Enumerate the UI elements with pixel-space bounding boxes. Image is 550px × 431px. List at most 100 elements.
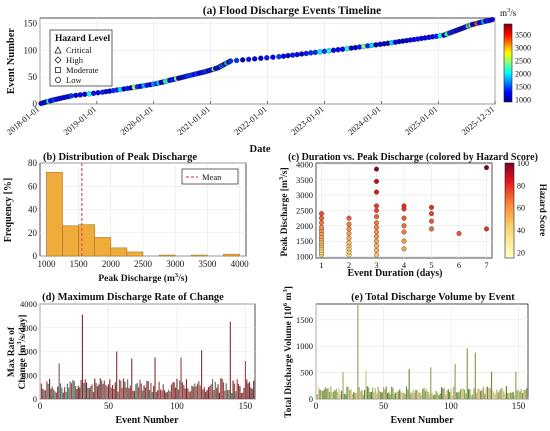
data-point	[240, 57, 246, 63]
bar	[343, 393, 345, 399]
bar	[220, 378, 222, 399]
bar	[229, 321, 231, 399]
bar	[508, 392, 510, 399]
bar	[405, 386, 408, 399]
bar	[505, 386, 507, 399]
legend-entry-moderate: Moderate	[66, 65, 99, 75]
data-point	[401, 203, 407, 209]
panel-c-xlabel: Event Duration (days)	[347, 268, 442, 279]
data-point	[401, 229, 407, 235]
bar	[507, 392, 509, 399]
histogram-bar	[191, 254, 208, 257]
bar	[184, 388, 186, 399]
x-tick-label: 2020-01-01	[118, 104, 155, 137]
data-point	[429, 218, 435, 224]
data-point	[456, 230, 462, 236]
data-point	[374, 207, 380, 213]
data-point	[280, 53, 287, 59]
panel-b: (b) Distribution of Peak Discharge 0 20 40…	[3, 152, 249, 284]
bar	[180, 357, 182, 399]
bar	[96, 386, 99, 399]
bar	[369, 392, 371, 399]
bar	[334, 390, 336, 399]
data-point	[401, 238, 407, 244]
bar	[162, 384, 164, 399]
x-tick-label: 6	[457, 260, 461, 270]
bar	[516, 390, 518, 399]
bar	[233, 383, 236, 399]
bar	[185, 379, 188, 399]
x-tick-label: 2	[347, 260, 351, 270]
bar	[489, 388, 491, 399]
bar	[428, 394, 430, 399]
bar	[339, 394, 341, 399]
bar	[418, 392, 420, 399]
bar	[466, 348, 468, 399]
bar	[153, 385, 155, 399]
legend-triangle-icon	[54, 46, 62, 54]
bar	[165, 392, 167, 399]
bar	[51, 386, 53, 399]
bar	[377, 387, 379, 399]
data-point	[317, 49, 323, 55]
bar	[461, 388, 463, 399]
bar	[147, 381, 149, 399]
bar	[154, 357, 156, 399]
bar	[324, 387, 327, 399]
bar	[468, 389, 470, 399]
bar	[411, 392, 413, 399]
panel-b-title: (b) Distribution of Peak Discharge	[43, 152, 197, 163]
bar	[419, 392, 421, 399]
data-point	[264, 55, 270, 61]
panel-d-bars	[40, 314, 255, 400]
bar	[139, 379, 141, 399]
bar	[190, 391, 192, 399]
bar	[235, 391, 237, 399]
bar	[436, 392, 439, 399]
bar	[389, 394, 391, 399]
colorbar-tick-label: 60	[517, 204, 525, 213]
legend-diamond-icon	[54, 56, 62, 64]
data-point	[401, 223, 407, 229]
bar	[331, 392, 333, 399]
bar	[361, 390, 363, 399]
bar	[404, 393, 406, 399]
bar	[397, 391, 399, 399]
bar	[365, 370, 367, 399]
histogram-bar	[223, 253, 240, 257]
bar	[385, 386, 387, 399]
bar	[49, 378, 51, 399]
bar	[95, 383, 97, 399]
bar	[403, 392, 405, 399]
bar	[438, 395, 440, 399]
panel-d-grid	[39, 303, 255, 400]
bar	[248, 382, 251, 399]
bar	[511, 392, 513, 399]
data-point	[374, 247, 380, 253]
bar	[98, 384, 100, 399]
legend-entry-critical: Critical	[66, 45, 92, 55]
bar	[47, 383, 49, 399]
y-tick-label: 1000	[20, 370, 37, 380]
panel-a-xlabel: Date	[250, 144, 271, 155]
data-point	[246, 56, 252, 63]
bar	[64, 387, 66, 399]
y-tick-label: 1500	[296, 236, 313, 246]
bar	[205, 391, 207, 399]
bar	[138, 387, 140, 399]
panel-e-xlabel: Event Number	[390, 415, 454, 426]
data-point	[374, 203, 380, 209]
bar	[478, 389, 480, 399]
bar	[513, 394, 516, 399]
bar	[124, 381, 126, 399]
bar	[231, 393, 233, 399]
colorbar-tick-label: 2000	[515, 69, 531, 78]
bar	[450, 388, 452, 399]
y-tick-label: 500	[300, 368, 313, 378]
bar	[457, 392, 459, 399]
data-point	[374, 166, 380, 172]
data-point	[276, 54, 282, 60]
bar	[127, 379, 129, 399]
bar	[46, 381, 48, 399]
